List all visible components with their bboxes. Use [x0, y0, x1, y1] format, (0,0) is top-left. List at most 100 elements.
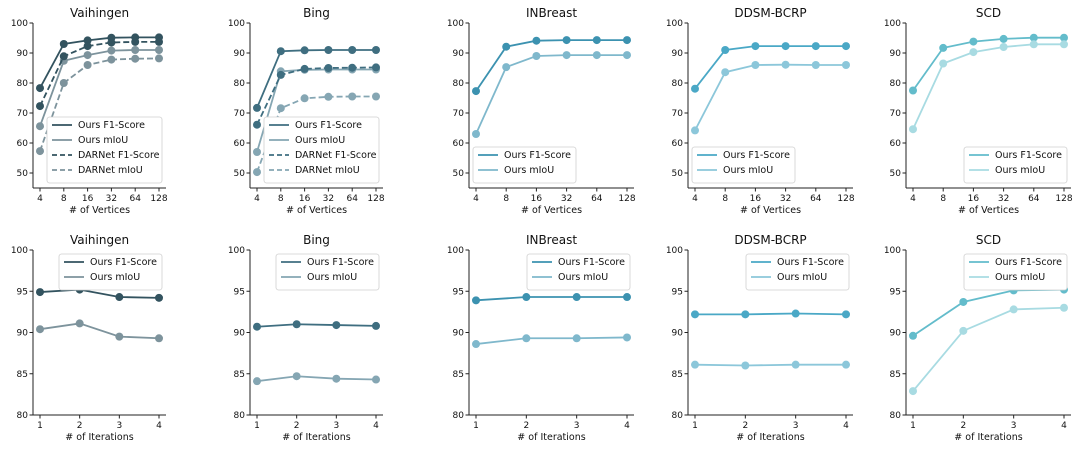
- y-tick-label: 80: [234, 79, 246, 89]
- y-tick-label: 90: [234, 329, 246, 339]
- legend-label: Ours F1-Score: [78, 120, 145, 131]
- y-tick-label: 90: [890, 329, 902, 339]
- data-point: [300, 64, 309, 73]
- x-axis-label: # of Iterations: [736, 432, 804, 443]
- y-tick-label: 90: [672, 49, 684, 59]
- series-line-1: [912, 43, 1064, 130]
- data-point: [253, 103, 261, 112]
- data-point: [842, 42, 850, 51]
- y-tick-label: 80: [453, 79, 465, 89]
- legend-label: Ours F1-Score: [995, 257, 1062, 268]
- chart-panel-v-top: Vaihingen 50 60 70 80 90 100 4 8 16 32 64 128 # of Ve…: [11, 6, 168, 216]
- series-line-1: [912, 306, 1065, 392]
- data-point: [115, 293, 124, 302]
- x-tick-label: 4: [624, 421, 630, 431]
- y-tick-label: 80: [672, 79, 684, 89]
- y-tick-label: 70: [672, 109, 684, 119]
- legend-box: [472, 146, 577, 184]
- y-tick-label: 95: [17, 287, 28, 297]
- legend-label: Ours F1-Score: [90, 257, 157, 268]
- x-tick-label: 128: [1055, 194, 1072, 204]
- chart-panel-v-bot: Vaihingen 80 85 90 95 100 1 2 3 4 # of Iterations O…: [11, 233, 166, 443]
- series-line-0: [256, 49, 376, 109]
- data-point: [502, 42, 511, 51]
- data-point: [572, 334, 581, 343]
- legend: Ours F1-Score Ours mIoU: [58, 253, 163, 291]
- x-tick-label: 2: [523, 421, 529, 431]
- series-line-0: [256, 323, 377, 328]
- y-tick-label: 70: [234, 109, 246, 119]
- x-tick-label: 128: [150, 194, 167, 204]
- x-tick-label: 2: [742, 421, 748, 431]
- x-axis-label: # of Vertices: [286, 205, 347, 216]
- data-point: [1029, 40, 1038, 49]
- data-point: [253, 168, 261, 177]
- chart-panel-i-bot: INBreast 80 85 90 95 100 1 2 3 4 # of Iterations Ou…: [447, 233, 634, 443]
- y-tick-label: 100: [447, 246, 464, 256]
- legend-box: [963, 253, 1068, 291]
- data-point: [472, 87, 480, 96]
- data-point: [59, 52, 68, 61]
- data-point: [332, 374, 341, 383]
- legend-label: DARNet F1-Score: [78, 150, 160, 161]
- data-point: [155, 334, 163, 343]
- legend-box: [691, 146, 796, 184]
- y-tick-label: 80: [890, 79, 902, 89]
- data-point: [300, 94, 309, 103]
- data-point: [721, 46, 730, 54]
- series-line-0: [475, 39, 627, 92]
- x-tick-label: 32: [998, 194, 1009, 204]
- y-tick-label: 60: [672, 139, 684, 149]
- data-point: [155, 54, 163, 63]
- data-point: [939, 59, 948, 68]
- chart-title: Vaihingen: [70, 6, 129, 20]
- data-point: [741, 361, 750, 370]
- data-point: [1060, 303, 1068, 312]
- data-point: [324, 64, 333, 72]
- chart-panel-d-bot: DDSM-BCRP 80 85 90 95 100 1 2 3 4 # of Iterations O…: [666, 233, 853, 443]
- legend: Ours F1-Score Ours mIoU: [472, 146, 577, 184]
- x-tick-label: 3: [333, 421, 339, 431]
- y-tick-label: 95: [453, 287, 464, 297]
- chart-title: DDSM-BCRP: [734, 6, 806, 20]
- data-point: [909, 387, 917, 396]
- x-tick-label: 1: [910, 421, 916, 431]
- x-tick-label: 2: [77, 421, 83, 431]
- y-tick-label: 80: [17, 79, 29, 89]
- y-tick-label: 100: [666, 19, 683, 29]
- legend-label: Ours F1-Score: [295, 120, 362, 131]
- chart-title: INBreast: [526, 6, 577, 20]
- x-tick-label: 64: [1028, 194, 1040, 204]
- data-point: [83, 61, 92, 69]
- x-axis-label: # of Iterations: [65, 432, 133, 443]
- y-tick-label: 100: [884, 19, 901, 29]
- chart-title: SCD: [976, 233, 1001, 247]
- x-tick-label: 2: [960, 421, 966, 431]
- x-tick-label: 1: [692, 421, 698, 431]
- data-point: [300, 46, 309, 55]
- x-tick-label: 32: [780, 194, 791, 204]
- x-tick-label: 1: [37, 421, 43, 431]
- data-point: [691, 360, 699, 369]
- data-point: [969, 48, 978, 57]
- x-tick-label: 4: [156, 421, 162, 431]
- x-tick-label: 1: [254, 421, 260, 431]
- data-point: [751, 42, 760, 51]
- data-point: [592, 36, 601, 45]
- chart-title: INBreast: [526, 233, 577, 247]
- data-point: [276, 70, 285, 79]
- data-point: [107, 55, 116, 64]
- data-point: [999, 43, 1008, 51]
- x-tick-label: 4: [37, 194, 43, 204]
- legend-box: [963, 146, 1068, 184]
- x-tick-label: 1: [473, 421, 479, 431]
- y-tick-label: 70: [453, 109, 465, 119]
- legend-label: Ours F1-Score: [307, 257, 374, 268]
- x-tick-label: 64: [129, 194, 141, 204]
- series-line-0: [39, 288, 160, 299]
- legend-label: Ours mIoU: [723, 165, 773, 176]
- x-tick-label: 64: [591, 194, 603, 204]
- chart-title: SCD: [976, 6, 1001, 20]
- data-point: [372, 375, 380, 384]
